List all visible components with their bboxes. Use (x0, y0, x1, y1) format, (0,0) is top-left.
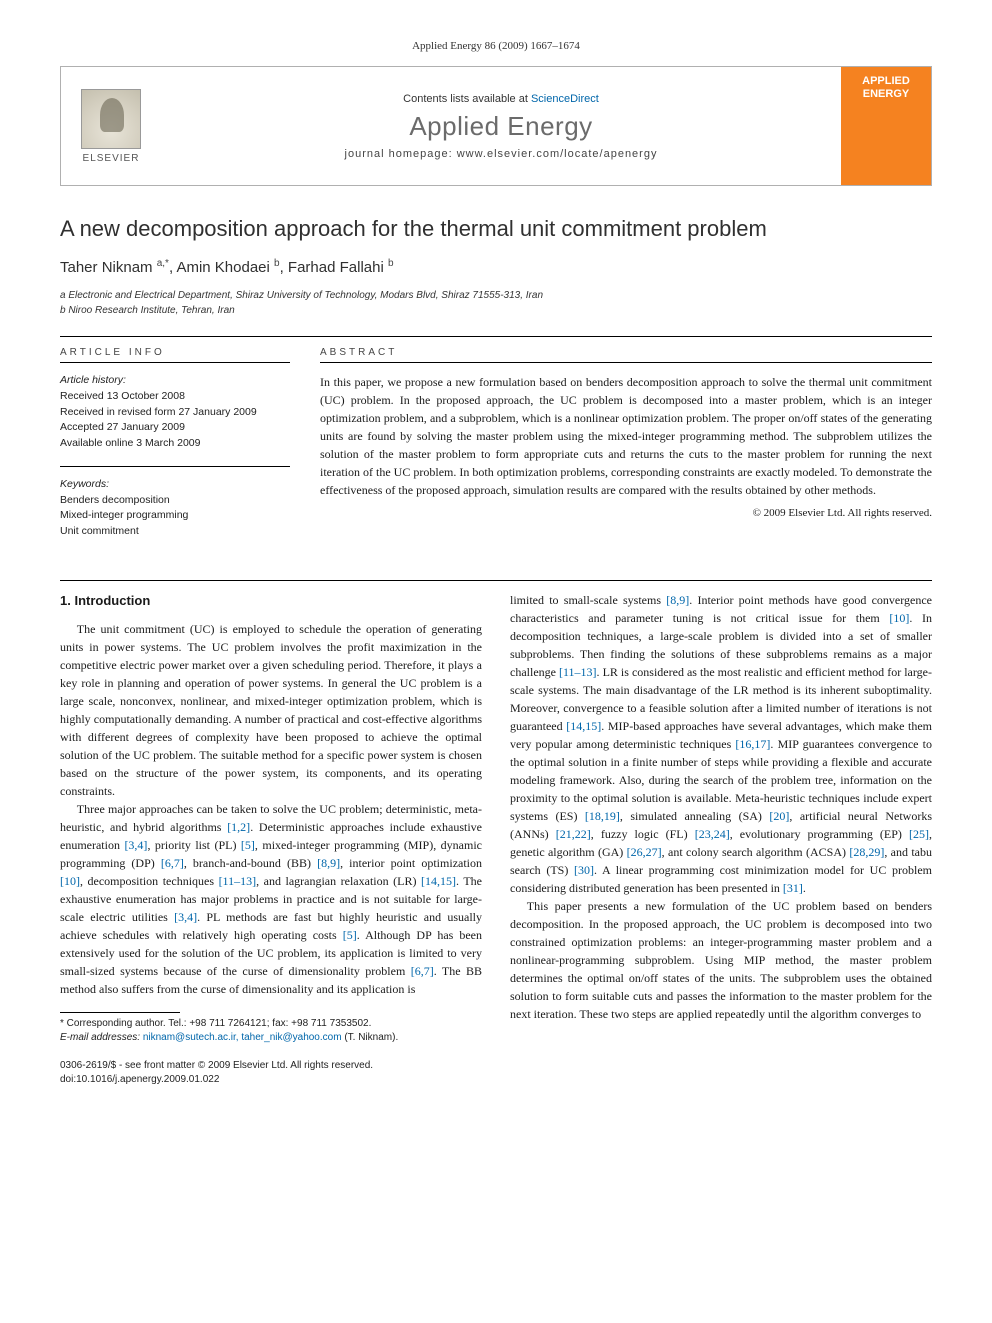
p3l: , ant colony search algorithm (ACSA) (662, 845, 850, 859)
history-accepted: Accepted 27 January 2009 (60, 420, 290, 436)
abstract-heading: ABSTRACT (320, 347, 932, 363)
para-4: This paper presents a new formulation of… (510, 897, 932, 1023)
authors-line: Taher Niknam a,*, Amin Khodaei b, Farhad… (60, 258, 932, 276)
abstract-text: In this paper, we propose a new formulat… (320, 373, 932, 499)
ref-10b[interactable]: [10] (889, 611, 909, 625)
p3a: limited to small-scale systems (510, 593, 666, 607)
cover-word-2: ENERGY (863, 88, 909, 101)
p3j: , evolutionary programming (EP) (730, 827, 909, 841)
ref-1-2[interactable]: [1,2] (227, 820, 250, 834)
contents-line: Contents lists available at ScienceDirec… (403, 93, 599, 105)
email-label: E-mail addresses: (60, 1032, 140, 1043)
keywords-label: Keywords: (60, 477, 290, 493)
ref-20[interactable]: [20] (769, 809, 789, 823)
ref-8-9b[interactable]: [8,9] (666, 593, 689, 607)
journal-name: Applied Energy (409, 111, 592, 142)
section-1-heading: 1. Introduction (60, 591, 482, 611)
publisher-label: ELSEVIER (83, 153, 140, 164)
front-matter-line: 0306-2619/$ - see front matter © 2009 El… (60, 1059, 482, 1073)
running-head: Applied Energy 86 (2009) 1667–1674 (60, 40, 932, 52)
ref-3-4[interactable]: [3,4] (124, 838, 147, 852)
article-history-block: Article history: Received 13 October 200… (60, 373, 290, 452)
affiliations: a Electronic and Electrical Department, … (60, 288, 932, 318)
section-number: 1. (60, 593, 71, 608)
elsevier-tree-icon (81, 89, 141, 149)
publisher-logo: ELSEVIER (61, 67, 161, 185)
corresponding-author: * Corresponding author. Tel.: +98 711 72… (60, 1017, 482, 1031)
p2c: , priority list (PL) (147, 838, 240, 852)
article-info-column: ARTICLE INFO Article history: Received 1… (60, 347, 290, 554)
history-label: Article history: (60, 373, 290, 389)
history-online: Available online 3 March 2009 (60, 436, 290, 452)
history-revised: Received in revised form 27 January 2009 (60, 405, 290, 421)
ref-8-9[interactable]: [8,9] (317, 856, 340, 870)
ref-3-4b[interactable]: [3,4] (174, 910, 197, 924)
ref-23-24[interactable]: [23,24] (695, 827, 730, 841)
ref-11-13b[interactable]: [11–13] (559, 665, 597, 679)
keywords-block: Keywords: Benders decomposition Mixed-in… (60, 477, 290, 540)
keyword-3: Unit commitment (60, 524, 290, 540)
p2f: , interior point optimization (340, 856, 482, 870)
para-1: The unit commitment (UC) is employed to … (60, 620, 482, 800)
cover-word-1: APPLIED (862, 75, 910, 88)
p2h: , and lagrangian relaxation (LR) (256, 874, 421, 888)
ref-16-17[interactable]: [16,17] (735, 737, 770, 751)
rule-info-mid (60, 466, 290, 467)
para-2: Three major approaches can be taken to s… (60, 800, 482, 998)
affiliation-a: a Electronic and Electrical Department, … (60, 288, 932, 303)
journal-header-box: ELSEVIER Contents lists available at Sci… (60, 66, 932, 186)
ref-26-27[interactable]: [26,27] (627, 845, 662, 859)
para-3: limited to small-scale systems [8,9]. In… (510, 591, 932, 897)
ref-25[interactable]: [25] (909, 827, 929, 841)
sciencedirect-link[interactable]: ScienceDirect (531, 93, 599, 105)
footnote-separator (60, 1012, 180, 1013)
keyword-1: Benders decomposition (60, 493, 290, 509)
ref-6-7[interactable]: [6,7] (161, 856, 184, 870)
contents-text: Contents lists available at (403, 93, 531, 105)
body-text: 1. Introduction The unit commitment (UC)… (60, 591, 932, 1088)
abstract-copyright: © 2009 Elsevier Ltd. All rights reserved… (320, 507, 932, 519)
journal-homepage: journal homepage: www.elsevier.com/locat… (345, 148, 658, 160)
ref-10[interactable]: [10] (60, 874, 80, 888)
column1-bottom: * Corresponding author. Tel.: +98 711 72… (60, 1012, 482, 1087)
p3o: . (803, 881, 806, 895)
email-link[interactable]: niknam@sutech.ac.ir, taher_nik@yahoo.com (143, 1032, 342, 1043)
email-who: (T. Niknam). (342, 1032, 399, 1043)
p2g: , decomposition techniques (80, 874, 219, 888)
keyword-2: Mixed-integer programming (60, 508, 290, 524)
ref-14-15b[interactable]: [14,15] (566, 719, 601, 733)
header-center: Contents lists available at ScienceDirec… (161, 67, 841, 185)
journal-cover-badge: APPLIED ENERGY (841, 67, 931, 185)
article-title: A new decomposition approach for the the… (60, 216, 932, 242)
info-abstract-row: ARTICLE INFO Article history: Received 1… (60, 347, 932, 554)
article-info-heading: ARTICLE INFO (60, 347, 290, 363)
p3i: , fuzzy logic (FL) (591, 827, 695, 841)
abstract-column: ABSTRACT In this paper, we propose a new… (320, 347, 932, 554)
ref-11-13[interactable]: [11–13] (219, 874, 257, 888)
rule-below-abstract (60, 580, 932, 581)
ref-21-22[interactable]: [21,22] (556, 827, 591, 841)
ref-18-19[interactable]: [18,19] (585, 809, 620, 823)
ref-6-7b[interactable]: [6,7] (411, 964, 434, 978)
ref-30[interactable]: [30] (574, 863, 594, 877)
ref-5b[interactable]: [5] (343, 928, 357, 942)
ref-31[interactable]: [31] (783, 881, 803, 895)
section-title: Introduction (74, 593, 150, 608)
history-received: Received 13 October 2008 (60, 389, 290, 405)
ref-28-29[interactable]: [28,29] (849, 845, 884, 859)
ref-5[interactable]: [5] (241, 838, 255, 852)
ref-14-15[interactable]: [14,15] (421, 874, 456, 888)
page: Applied Energy 86 (2009) 1667–1674 ELSEV… (0, 0, 992, 1117)
p2e: , branch-and-bound (BB) (184, 856, 317, 870)
p3g: , simulated annealing (SA) (620, 809, 769, 823)
email-line: E-mail addresses: niknam@sutech.ac.ir, t… (60, 1031, 482, 1045)
footnotes: * Corresponding author. Tel.: +98 711 72… (60, 1017, 482, 1045)
doi-line: doi:10.1016/j.apenergy.2009.01.022 (60, 1073, 482, 1087)
rule-top (60, 336, 932, 337)
affiliation-b: b Niroo Research Institute, Tehran, Iran (60, 303, 932, 318)
